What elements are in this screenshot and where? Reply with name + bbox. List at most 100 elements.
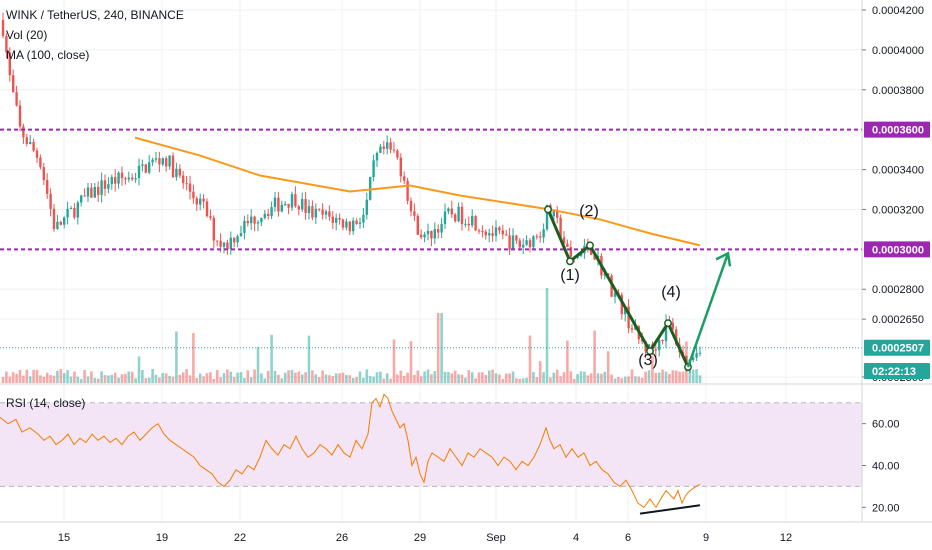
candle-body (107, 184, 110, 189)
volume-bar (198, 373, 202, 383)
price-axis[interactable]: 0.0004200 0.0004000 0.0003800 0.0003400 0.00… (861, 0, 930, 522)
candle-body (76, 202, 79, 218)
volume-bar (634, 376, 637, 383)
candle-body (535, 236, 538, 238)
candle-body (511, 235, 515, 250)
volume-bar (681, 371, 685, 383)
volume-bar (396, 374, 399, 383)
volume-bar (246, 370, 250, 383)
volume-bar (209, 372, 212, 383)
candle-body (430, 230, 433, 239)
candle-body (161, 158, 164, 165)
volume-bars (1, 288, 702, 383)
volume-bar (413, 374, 416, 383)
volume-bar (389, 378, 392, 383)
volume-bar (606, 351, 610, 383)
volume-bar (328, 375, 331, 383)
volume-bar (549, 377, 552, 383)
volume-bar (443, 371, 447, 383)
candle-body (695, 353, 698, 358)
wave-node (646, 347, 654, 356)
volume-bar (630, 369, 634, 383)
volume-bar (552, 372, 556, 383)
candle-body (165, 158, 168, 167)
volume-bar (576, 374, 579, 383)
candle-body (369, 177, 372, 200)
volume-bar (86, 376, 90, 383)
volume-bar (668, 373, 671, 383)
volume-bar (399, 370, 403, 383)
candle-body (168, 155, 171, 167)
time-tick-label: 29 (414, 532, 426, 544)
candle-body (426, 230, 430, 235)
candle-body (345, 221, 348, 228)
volume-bar (100, 371, 103, 383)
volume-bar (59, 369, 63, 383)
volume-bar (453, 370, 457, 383)
volume-bar (185, 369, 188, 383)
candle-body (158, 158, 161, 165)
candle-body (423, 234, 426, 238)
candle-body (525, 240, 528, 245)
volume-bar (188, 375, 192, 383)
candle-body (243, 220, 246, 234)
candle-body (318, 208, 321, 210)
price-tick-label: 0.0003400 (872, 165, 924, 177)
volume-bar (379, 371, 382, 383)
volume-bar (11, 372, 15, 383)
candle-body (49, 193, 52, 209)
price-label-text: 02:22:13 (872, 366, 916, 378)
volume-bar (698, 375, 702, 383)
candle-body (692, 357, 695, 361)
candle-body (127, 177, 130, 180)
candle-body (100, 180, 103, 195)
volume-bar (583, 371, 586, 383)
candle-body (256, 222, 260, 224)
volume-indicator-label[interactable]: Vol (20) (6, 28, 48, 42)
candle-body (416, 215, 419, 235)
candle-body (566, 243, 569, 248)
candle-body (182, 175, 185, 184)
wave-label: (1) (560, 267, 580, 284)
volume-bar (487, 370, 491, 383)
volume-bar (416, 370, 420, 383)
volume-bar (501, 378, 505, 383)
rsi-indicator-label[interactable]: RSI (14, close) (6, 396, 86, 410)
candle-body (467, 223, 470, 226)
volume-bar (627, 376, 630, 383)
wave-drawing[interactable]: (1) (2) (3) (4) (544, 203, 732, 371)
volume-bar (90, 371, 93, 383)
candle-body (365, 199, 368, 215)
ma-indicator-label[interactable]: MA (100, close) (6, 48, 90, 62)
volume-bar (460, 374, 464, 383)
volume-bar (521, 378, 525, 383)
volume-bar (297, 371, 301, 383)
volume-bar (52, 375, 56, 383)
candle-body (222, 242, 226, 247)
price-tick-label: 0.0003200 (872, 204, 924, 216)
candle-body (114, 177, 117, 184)
candle-body (151, 159, 154, 163)
candle-body (311, 206, 314, 218)
candle-body (406, 180, 409, 201)
candle-body (86, 187, 90, 197)
volume-bar (355, 376, 358, 383)
horizontal-levels[interactable] (0, 128, 862, 349)
candle-body (42, 167, 45, 181)
volume-bar (22, 375, 25, 383)
volume-bar (202, 376, 205, 383)
time-axis[interactable]: 15 19 22 26 29 Sep 4 6 9 12 (0, 521, 932, 544)
volume-bar (640, 377, 644, 383)
volume-bar (205, 373, 209, 383)
volume-bar (141, 370, 144, 383)
candle-body (233, 237, 236, 243)
volume-bar (151, 369, 154, 383)
candle-body (501, 230, 504, 235)
volume-bar (1, 376, 5, 383)
candle-body (515, 235, 518, 241)
symbol-header[interactable]: WINK / TetherUS, 240, BINANCE (6, 8, 184, 22)
candle-body (630, 328, 634, 330)
candle-body (474, 216, 477, 231)
volume-bar (372, 376, 375, 383)
